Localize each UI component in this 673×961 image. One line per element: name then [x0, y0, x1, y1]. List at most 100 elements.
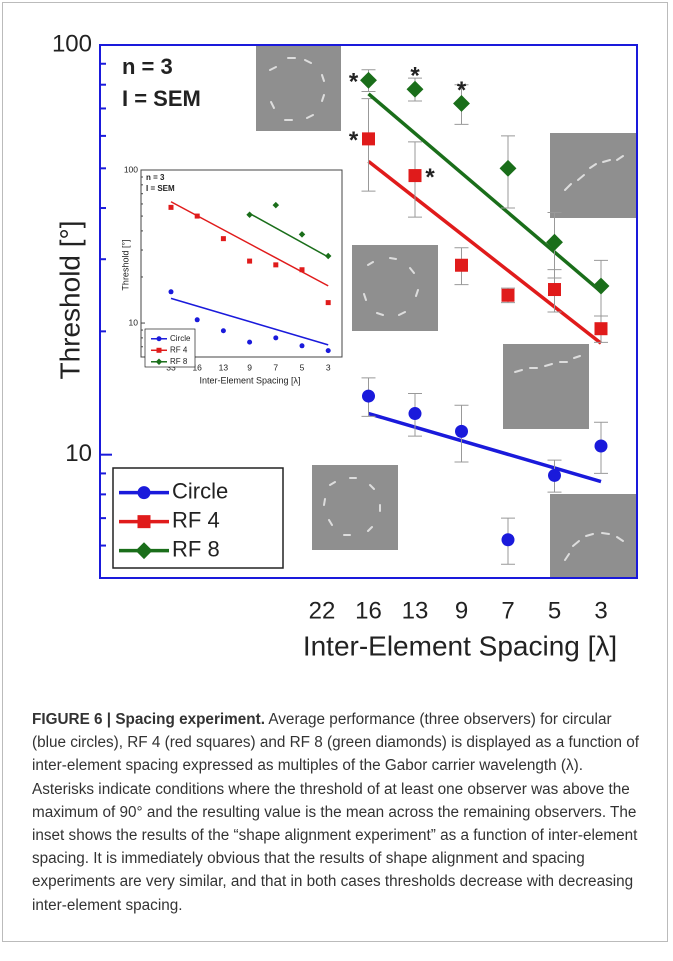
legend-label: Circle — [172, 478, 228, 503]
point — [194, 213, 200, 219]
chart: 10 100 22 16 13 9 7 5 3 Inter-Element Spacing [λ]… — [52, 30, 638, 661]
point — [156, 347, 162, 353]
stimulus-image — [256, 45, 341, 131]
point — [325, 300, 331, 306]
x-tick-label: 3 — [326, 362, 331, 372]
legend: Circle RF 4 RF 8 — [112, 467, 284, 569]
fit-line — [249, 212, 329, 258]
legend-label: Circle — [170, 334, 191, 343]
panel-note: n = 3 — [146, 173, 165, 182]
point — [155, 358, 163, 366]
point — [455, 258, 468, 272]
point — [592, 277, 610, 295]
asterisk: * — [349, 69, 359, 96]
point — [168, 204, 174, 210]
asterisk: * — [410, 63, 420, 90]
fit-line — [367, 92, 603, 293]
plot-frame — [140, 169, 343, 358]
point — [273, 335, 279, 341]
point — [247, 339, 253, 345]
panel-note: n = 3 — [122, 54, 173, 79]
stimulus-image — [550, 494, 636, 578]
point — [546, 233, 563, 251]
point — [194, 317, 200, 323]
point — [406, 80, 424, 98]
y-axis-label: Threshold [°] — [120, 239, 130, 290]
y-axis-label: Threshold [°] — [54, 220, 85, 379]
inset-background — [141, 170, 342, 357]
fit-line — [367, 159, 603, 345]
legend-box — [144, 328, 196, 368]
point — [325, 348, 331, 354]
inset-chart: 101003316139753Inter-Element Spacing [λ]… — [120, 164, 343, 385]
main-chart: 10 100 22 16 13 9 7 5 3 Inter-Element Spacing [λ]… — [52, 30, 638, 661]
x-tick-label: 16 — [192, 362, 202, 372]
point — [273, 262, 279, 268]
point — [501, 288, 515, 302]
asterisk: * — [349, 127, 359, 154]
y-tick-label: 10 — [129, 317, 139, 327]
point — [594, 439, 608, 453]
x-tick-label: 9 — [247, 362, 252, 372]
x-tick-label: 13 — [402, 597, 429, 624]
x-tick-label: 13 — [219, 362, 229, 372]
point — [272, 201, 280, 209]
point — [453, 94, 470, 112]
point — [137, 515, 151, 529]
x-tick-label: 7 — [273, 362, 278, 372]
legend-label: RF 8 — [172, 536, 220, 561]
point — [156, 336, 162, 342]
point — [299, 267, 305, 273]
caption-label: FIGURE 6 | Spacing experiment. — [32, 711, 265, 728]
caption-text: Average performance (three observers) fo… — [32, 711, 640, 914]
point — [299, 343, 305, 349]
y-tick-label: 100 — [52, 30, 92, 57]
fit-line — [368, 411, 602, 484]
x-tick-label: 9 — [455, 597, 468, 624]
asterisk: * — [425, 164, 435, 191]
point — [362, 132, 375, 146]
point — [408, 169, 422, 183]
fit-line — [170, 297, 329, 346]
point — [501, 533, 515, 547]
point — [247, 258, 253, 264]
x-tick-label: 7 — [501, 597, 514, 624]
point — [298, 231, 306, 238]
x-axis-label: Inter-Element Spacing [λ] — [199, 375, 300, 385]
point — [362, 389, 375, 403]
panel-note: I = SEM — [122, 86, 201, 111]
stimulus-image — [312, 465, 398, 550]
x-tick-label: 22 — [309, 597, 336, 624]
point — [246, 211, 253, 219]
y-tick-label: 10 — [65, 440, 92, 467]
figure-frame — [2, 2, 668, 942]
point — [548, 468, 561, 482]
point — [360, 71, 377, 89]
point — [135, 542, 153, 560]
x-tick-label: 5 — [300, 362, 305, 372]
legend-label: RF 4 — [170, 345, 188, 354]
point — [499, 159, 517, 177]
point — [168, 289, 174, 295]
x-tick-label: 3 — [594, 597, 607, 624]
asterisk: * — [457, 77, 467, 104]
panel-note: I = SEM — [146, 184, 175, 193]
point — [548, 283, 561, 297]
point — [220, 328, 226, 334]
point — [137, 486, 151, 500]
point — [408, 407, 422, 421]
stimulus-image — [550, 133, 636, 218]
plot-frame — [99, 44, 638, 579]
legend: Circle RF 4 RF 8 — [144, 328, 196, 368]
legend-label: RF 4 — [172, 507, 220, 532]
x-tick-label: 5 — [548, 597, 561, 624]
point — [594, 322, 608, 336]
legend-label: RF 8 — [170, 357, 188, 366]
x-axis-label: Inter-Element Spacing [λ] — [303, 630, 617, 661]
caption: FIGURE 6 | Spacing experiment. Average p… — [32, 708, 647, 917]
gabor-patches — [269, 57, 624, 561]
y-tick-label: 100 — [124, 164, 138, 174]
point — [324, 252, 332, 260]
point — [455, 424, 468, 438]
point — [220, 236, 226, 242]
